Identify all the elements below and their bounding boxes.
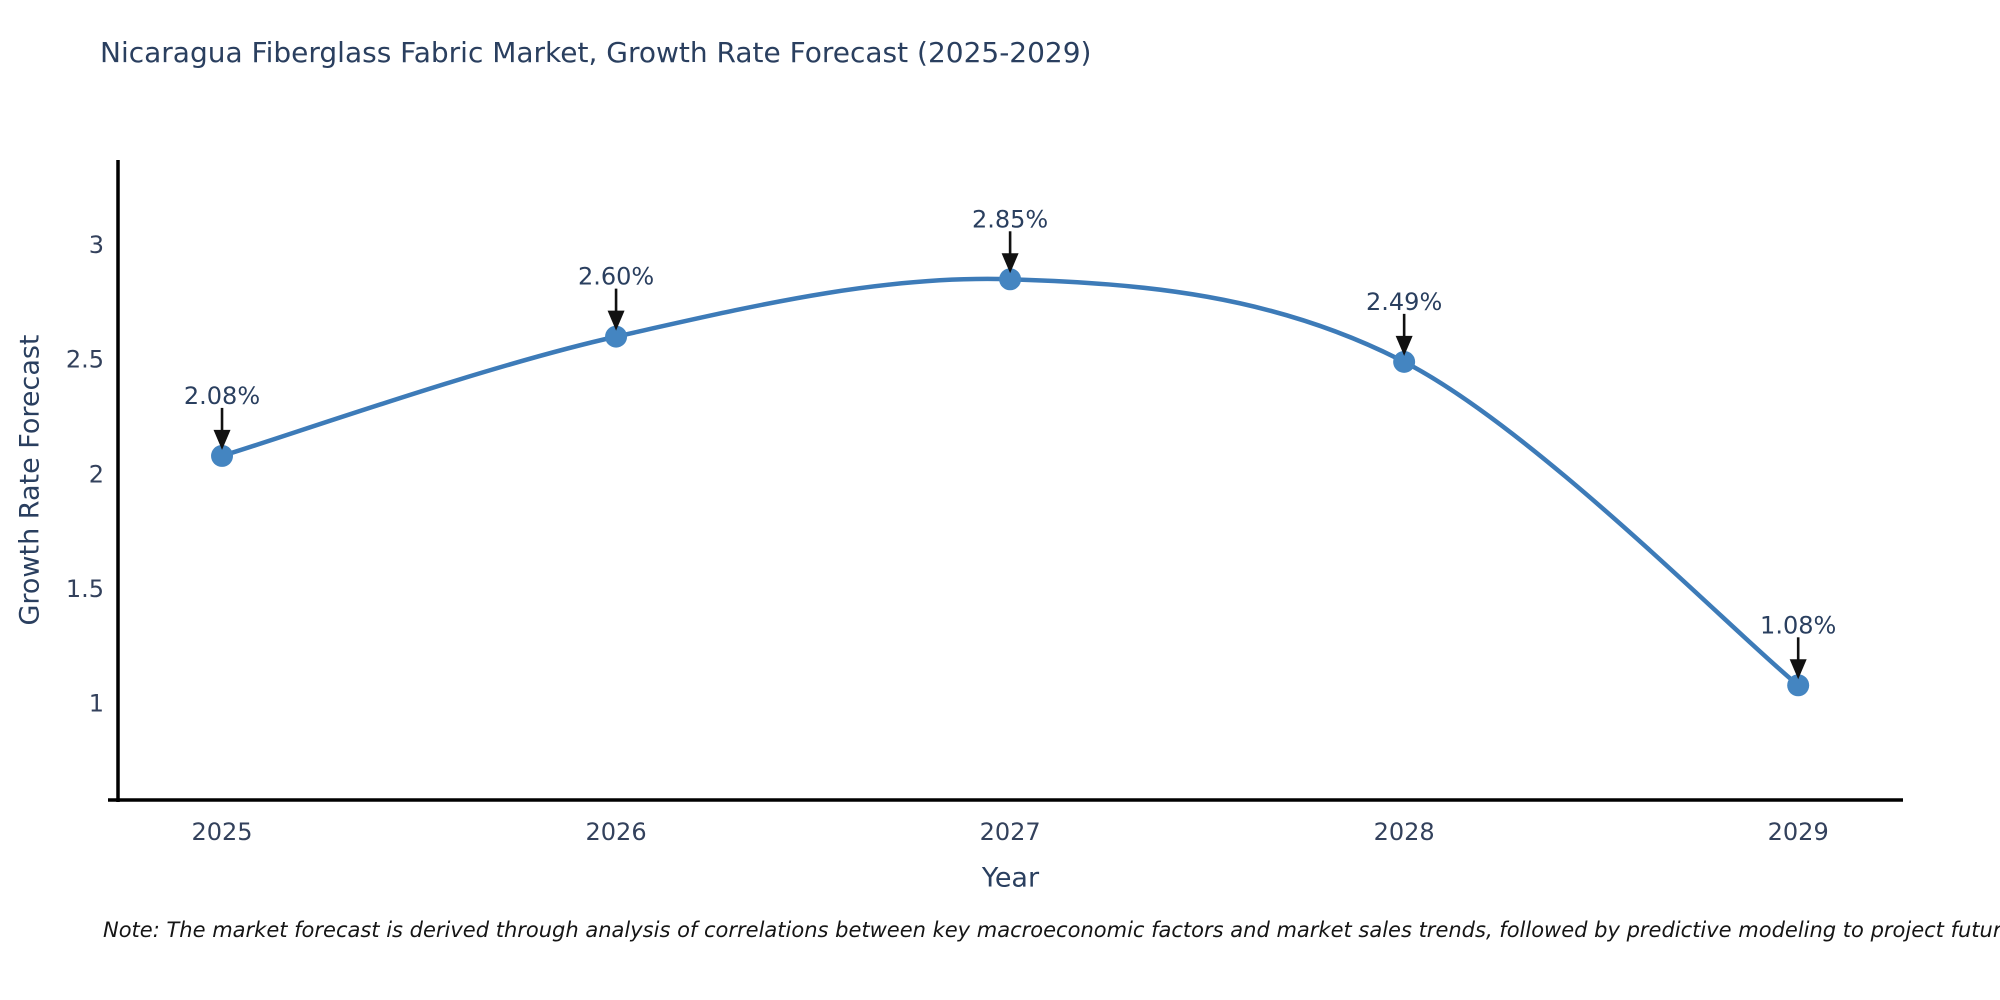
data-point-marker bbox=[1393, 350, 1416, 373]
x-tick-label: 2026 bbox=[586, 818, 647, 846]
x-tick-label: 2025 bbox=[191, 818, 252, 846]
data-point-marker bbox=[605, 325, 628, 348]
y-tick-label: 3 bbox=[89, 231, 104, 259]
x-tick-label: 2027 bbox=[980, 818, 1041, 846]
data-point-value-label: 2.85% bbox=[972, 205, 1048, 233]
forecast-line bbox=[219, 276, 1801, 688]
annotation-arrow-head bbox=[607, 310, 625, 331]
data-point-marker bbox=[1787, 674, 1810, 697]
annotation-arrow-head bbox=[1395, 335, 1413, 356]
data-point-marker bbox=[999, 268, 1022, 291]
annotation-arrow-head bbox=[213, 429, 231, 450]
y-tick-label: 2 bbox=[89, 460, 104, 488]
y-tick-label: 1.5 bbox=[66, 575, 104, 603]
data-point-value-label: 2.08% bbox=[184, 382, 260, 410]
chart-footnote: Note: The market forecast is derived thr… bbox=[103, 918, 2000, 942]
chart-title: Nicaragua Fiberglass Fabric Market, Grow… bbox=[100, 36, 1092, 69]
annotation-arrow-head bbox=[1001, 253, 1019, 274]
x-axis-title: Year bbox=[981, 863, 1040, 894]
data-point-marker bbox=[211, 444, 234, 467]
y-tick-label: 2.5 bbox=[66, 346, 104, 374]
x-tick-label: 2029 bbox=[1768, 818, 1829, 846]
y-axis-title: Growth Rate Forecast bbox=[15, 334, 46, 625]
y-tick-label: 1 bbox=[89, 690, 104, 718]
data-point-value-label: 2.60% bbox=[578, 263, 654, 291]
annotation-arrow-head bbox=[1789, 659, 1807, 680]
data-point-value-label: 1.08% bbox=[1760, 611, 1836, 639]
data-point-value-label: 2.49% bbox=[1366, 288, 1442, 316]
x-tick-label: 2028 bbox=[1374, 818, 1435, 846]
